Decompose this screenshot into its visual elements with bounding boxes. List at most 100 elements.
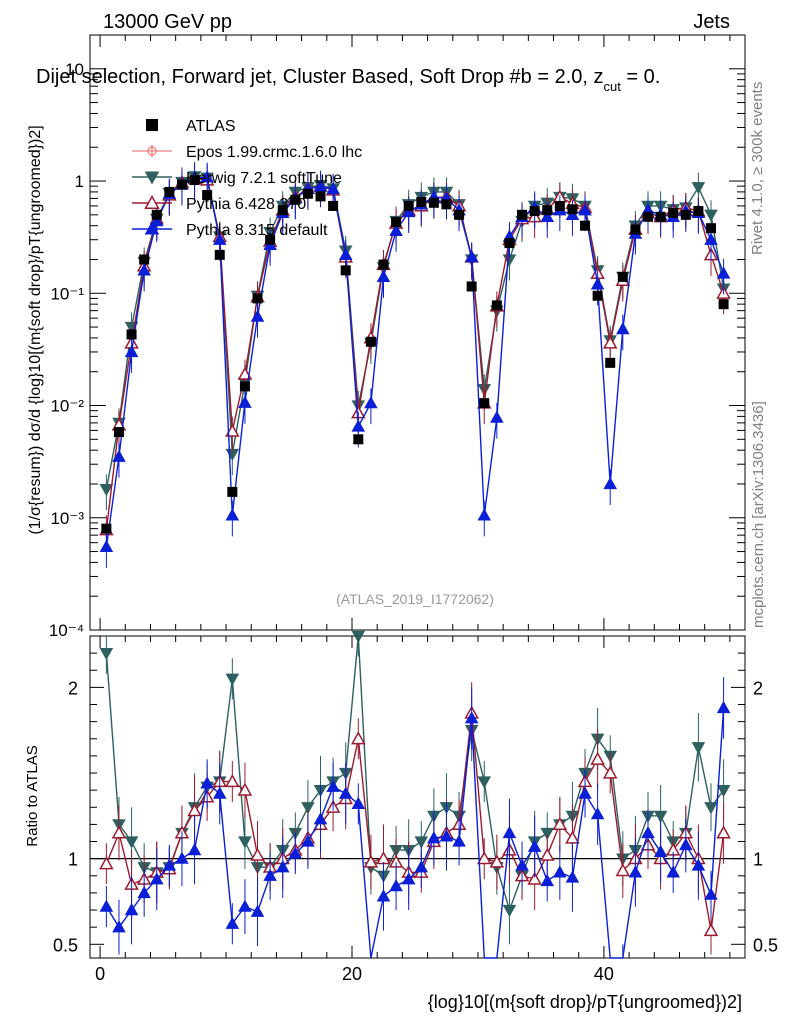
- pythia8-point: [716, 266, 731, 279]
- herwig-point: [99, 483, 114, 497]
- herwig-ratio-point: [238, 836, 252, 849]
- pythia6-ratio-point: [237, 782, 253, 796]
- pythia8-point: [200, 170, 214, 183]
- atlas-point: [126, 329, 137, 340]
- ratio-y-axis-label: Ratio to ATLAS: [24, 745, 41, 846]
- pythia8-ratio-point: [99, 899, 114, 912]
- pythia6-ratio-point: [565, 830, 580, 844]
- x-tick-label: 40: [594, 964, 614, 984]
- pythia6-ratio-point: [225, 774, 240, 788]
- pythia8-point: [376, 269, 391, 283]
- y-tick-label: 10⁻¹: [50, 284, 84, 303]
- pythia8-ratio-point: [238, 899, 252, 912]
- atlas-point: [441, 199, 452, 210]
- atlas-point: [617, 271, 628, 282]
- pythia6-ratio-point: [590, 751, 605, 765]
- pythia6-ratio-point: [615, 863, 631, 877]
- pythia8-ratio-point: [250, 904, 265, 917]
- herwig-ratio-point: [225, 673, 240, 686]
- atlas-point: [214, 249, 225, 260]
- legend-label: Pythia 8.315 default: [186, 222, 328, 239]
- mcplots-side-label: mcplots.cern.ch [arXiv:1306.3436]: [750, 401, 767, 628]
- pythia8-ratio-point: [212, 786, 227, 799]
- atlas-point: [227, 486, 238, 497]
- pythia8-point: [590, 277, 605, 290]
- legend-label: Herwig 7.2.1 softTune: [186, 170, 342, 187]
- atlas-point: [643, 211, 654, 222]
- herwig-ratio-point: [301, 802, 315, 815]
- pythia8-ratio-point: [149, 872, 164, 885]
- y-tick-label: 1: [75, 172, 84, 191]
- pythia8-ratio-point: [225, 916, 240, 929]
- ratio-y-tick-label-right: 1: [753, 850, 763, 870]
- x-tick-label: 20: [342, 964, 362, 984]
- pythia8-point: [351, 419, 366, 432]
- pythia6-ratio-point: [716, 825, 731, 839]
- atlas-point: [428, 197, 439, 208]
- pythia8-ratio-point: [162, 858, 177, 871]
- atlas-point: [630, 224, 641, 235]
- pythia8-ratio-point: [515, 858, 529, 871]
- pythia8-ratio-point: [187, 843, 202, 856]
- atlas-point: [517, 209, 528, 220]
- pythia6-ratio-point: [703, 923, 719, 937]
- atlas-point: [391, 217, 402, 228]
- pythia8-point: [401, 204, 416, 218]
- atlas-point: [605, 357, 616, 368]
- pythia8-ratio-line: [105, 707, 725, 959]
- pythia8-ratio-point: [389, 879, 403, 892]
- pythia8-point: [112, 449, 126, 462]
- pythia8-point: [313, 179, 328, 192]
- watermark-label: (ATLAS_2019_I1772062): [336, 591, 494, 607]
- atlas-point: [567, 204, 578, 215]
- pythia8-ratio-point: [590, 807, 605, 820]
- pythia8-ratio-point: [502, 825, 517, 839]
- pythia8-ratio-point: [704, 887, 718, 900]
- pythia8-ratio-point: [527, 839, 542, 852]
- atlas-point: [101, 523, 112, 534]
- pythia6-ratio-point: [602, 765, 618, 779]
- legend-label: Epos 1.99.crmc.1.6.0 lhc: [186, 144, 362, 161]
- pythia8-ratio-point: [439, 829, 454, 842]
- atlas-point: [328, 200, 339, 211]
- pythia8-point: [364, 396, 378, 409]
- atlas-point: [592, 290, 603, 301]
- herwig-point: [704, 209, 718, 222]
- pythia6-ratio-point: [187, 803, 202, 817]
- pythia6-ratio-point: [363, 854, 379, 868]
- atlas-point: [277, 205, 288, 216]
- atlas-point: [479, 398, 490, 409]
- ratio-y-tick-label-right: 2: [753, 678, 763, 698]
- pythia8-ratio-point: [716, 700, 731, 714]
- ratio-y-tick-label: 0.5: [53, 935, 78, 955]
- pythia8-point: [149, 214, 164, 227]
- atlas-point: [705, 223, 716, 234]
- pythia8-point: [464, 250, 479, 263]
- pythia8-ratio-point: [641, 825, 655, 839]
- atlas-point: [113, 427, 124, 438]
- marks-layer: [99, 161, 731, 568]
- pythia8-ratio-point: [326, 779, 340, 792]
- pythia6-point: [225, 423, 240, 437]
- legend-label: Pythia 6.428 370: [186, 196, 306, 213]
- pythia8-ratio-point: [628, 865, 643, 878]
- x-axis-label: {log}10[(m{soft drop}/pT{ungroomed})2]: [428, 992, 742, 1012]
- pythia8-ratio-point: [263, 868, 277, 881]
- pythia6-ratio-point: [99, 856, 114, 870]
- pythia6-ratio-point: [476, 851, 492, 865]
- atlas-point: [365, 336, 376, 347]
- herwig-ratio-point: [124, 836, 139, 849]
- atlas-point: [302, 188, 313, 199]
- atlas-point: [189, 175, 200, 186]
- atlas-point: [202, 190, 213, 201]
- pythia8-ratio-point: [137, 885, 151, 899]
- ratio-y-tick-label-right: 0.5: [753, 935, 778, 955]
- pythia8-ratio-point: [313, 812, 328, 825]
- pythia8-point: [338, 247, 353, 260]
- herwig-ratio-point: [691, 742, 706, 755]
- atlas-point: [491, 300, 502, 311]
- herwig-ratio-point: [351, 630, 366, 644]
- atlas-point: [164, 186, 175, 197]
- ratio-y-tick-label: 1: [68, 850, 78, 870]
- atlas-point: [403, 200, 414, 211]
